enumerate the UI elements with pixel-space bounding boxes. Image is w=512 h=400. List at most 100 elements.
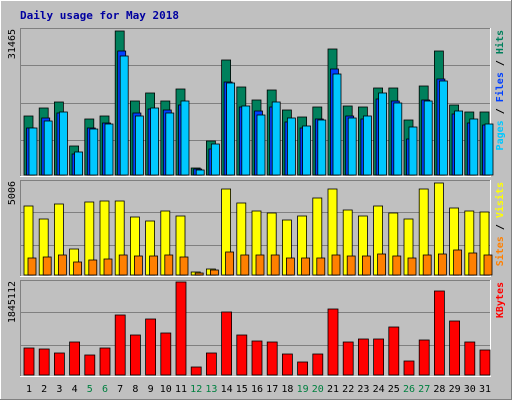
x-tick-label-day-8: 8 <box>132 384 138 395</box>
bar-kbytes-day-13 <box>205 352 217 376</box>
bar-pages-day-30 <box>469 118 479 176</box>
bar-pages-day-11 <box>180 100 190 176</box>
bar-sites-day-13 <box>209 269 219 276</box>
x-tick-label-day-29: 29 <box>449 384 461 395</box>
x-tick-label-day-2: 2 <box>41 384 47 395</box>
x-tick-label-day-25: 25 <box>388 384 400 395</box>
bar-sites-day-22 <box>346 255 356 276</box>
bar-sites-day-12 <box>194 272 204 276</box>
bar-pages-day-22 <box>347 117 357 176</box>
bar-kbytes-day-23 <box>357 338 369 376</box>
bar-pages-day-31 <box>484 123 494 176</box>
bar-kbytes-day-17 <box>266 341 278 376</box>
bar-kbytes-day-18 <box>281 353 293 376</box>
x-tick-label-day-27: 27 <box>418 384 430 395</box>
x-tick-label-day-10: 10 <box>160 384 172 395</box>
bar-kbytes-day-29 <box>449 320 461 376</box>
bar-sites-day-27 <box>422 254 432 276</box>
bar-sites-day-17 <box>270 254 280 276</box>
panel-requests-ymax-label: 31465 <box>7 29 18 59</box>
bar-kbytes-day-19 <box>297 361 309 376</box>
bar-kbytes-day-25 <box>388 326 400 376</box>
legend-files: Files <box>494 72 506 102</box>
bar-sites-day-14 <box>225 251 235 276</box>
x-tick-label-day-21: 21 <box>327 384 339 395</box>
bar-sites-day-8 <box>133 255 143 276</box>
x-tick-label-day-6: 6 <box>102 384 108 395</box>
legend-separator: / <box>495 102 506 120</box>
bar-pages-day-14 <box>226 82 236 176</box>
legend-separator: / <box>495 218 506 236</box>
bar-pages-day-16 <box>256 114 266 176</box>
bar-pages-day-3 <box>59 111 68 176</box>
bar-kbytes-day-26 <box>403 360 415 376</box>
bar-pages-day-25 <box>393 102 403 176</box>
bar-pages-day-20 <box>317 119 327 176</box>
x-tick-label-day-1: 1 <box>26 384 32 395</box>
legend-pages: Pages <box>495 120 506 150</box>
x-tick-label-day-4: 4 <box>72 384 78 395</box>
bar-sites-day-10 <box>164 254 174 276</box>
x-tick-label-day-23: 23 <box>357 384 369 395</box>
bar-sites-day-3 <box>58 254 67 276</box>
bar-kbytes-day-15 <box>236 334 248 376</box>
bar-pages-day-24 <box>378 92 388 176</box>
bar-sites-day-7 <box>118 254 128 276</box>
bar-sites-day-1 <box>27 257 37 276</box>
bar-pages-day-17 <box>271 101 281 176</box>
bar-pages-day-10 <box>165 112 175 176</box>
bar-kbytes-day-10 <box>160 332 172 376</box>
bar-pages-day-18 <box>286 117 296 176</box>
bar-pages-day-6 <box>104 123 114 176</box>
legend-kbytes: KBytes <box>495 282 506 318</box>
x-tick-label-day-15: 15 <box>236 384 248 395</box>
bar-kbytes-day-8 <box>129 334 141 376</box>
bar-sites-day-24 <box>377 253 387 276</box>
x-tick-label-day-28: 28 <box>433 384 445 395</box>
bar-pages-day-28 <box>438 80 448 176</box>
bar-sites-day-20 <box>316 257 326 276</box>
bar-sites-day-9 <box>149 255 159 276</box>
bar-pages-day-7 <box>119 55 129 176</box>
bar-pages-day-26 <box>408 126 418 176</box>
x-tick-label-day-11: 11 <box>175 384 187 395</box>
legend-visits: Visits <box>494 182 506 218</box>
x-tick-label-day-5: 5 <box>87 384 93 395</box>
bar-pages-day-1 <box>28 127 38 176</box>
bar-sites-day-28 <box>437 253 447 276</box>
legend-sites: Sites <box>494 236 506 266</box>
x-tick-label-day-31: 31 <box>479 384 491 395</box>
legend-hits: Hits <box>494 30 506 54</box>
bar-pages-day-27 <box>423 100 433 176</box>
bar-sites-day-19 <box>301 257 311 276</box>
x-tick-label-day-22: 22 <box>342 384 354 395</box>
x-tick-label-day-7: 7 <box>117 384 123 395</box>
panel-requests-legend: Pages / Files / Hits <box>494 30 506 150</box>
bar-sites-day-23 <box>361 255 371 276</box>
x-tick-label-day-18: 18 <box>281 384 293 395</box>
x-tick-label-day-13: 13 <box>205 384 217 395</box>
bar-pages-day-4 <box>74 151 83 176</box>
panel-volume-ymax-label: 1845112 <box>7 281 18 323</box>
bar-sites-day-18 <box>285 257 295 276</box>
bar-sites-day-21 <box>331 254 341 276</box>
legend-separator: / <box>495 54 506 72</box>
bar-kbytes-day-9 <box>145 318 157 376</box>
x-tick-label-day-24: 24 <box>373 384 385 395</box>
bar-pages-day-29 <box>454 110 464 176</box>
panel-visitors-legend: Sites / Visits <box>494 182 506 266</box>
bar-pages-day-9 <box>150 107 160 176</box>
x-tick-label-day-20: 20 <box>312 384 324 395</box>
bar-pages-day-12 <box>195 169 205 176</box>
panel-volume-legend: KBytes <box>495 282 506 318</box>
bar-sites-day-25 <box>392 255 402 276</box>
x-tick-label-day-9: 9 <box>148 384 154 395</box>
bar-kbytes-day-30 <box>464 341 476 376</box>
bar-kbytes-day-21 <box>327 308 339 376</box>
bar-kbytes-day-22 <box>342 341 354 376</box>
x-tick-label-day-12: 12 <box>190 384 202 395</box>
bar-sites-day-31 <box>483 254 493 276</box>
bar-kbytes-day-7 <box>114 314 126 376</box>
